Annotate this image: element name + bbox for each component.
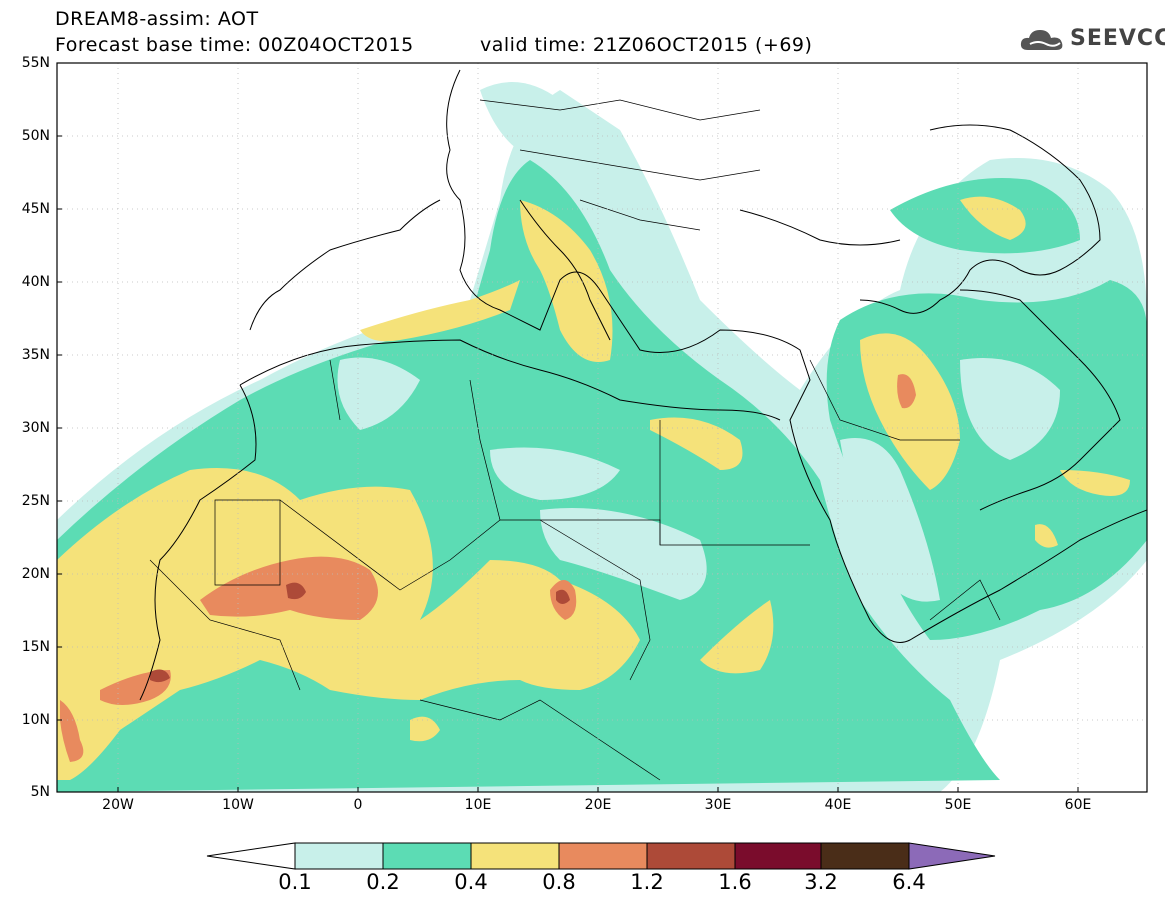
- lat-label: 45N: [21, 201, 50, 217]
- colorbar-label: 0.4: [454, 870, 488, 894]
- lon-label: 10W: [222, 797, 254, 813]
- lon-label: 10E: [464, 797, 492, 813]
- colorbar-bin-2: [382, 842, 472, 870]
- forecast-base-time: Forecast base time: 00Z04OCT2015: [55, 34, 414, 56]
- valid-time: valid time: 21Z06OCT2015 (+69): [480, 34, 813, 56]
- lon-label: 60E: [1064, 797, 1092, 813]
- colorbar-low-arrow: [206, 842, 296, 870]
- colorbar-bin-7: [820, 842, 910, 870]
- axis-ticks: [57, 62, 1079, 792]
- colorbar-bin-3: [470, 842, 560, 870]
- lon-label: 0: [353, 797, 363, 813]
- lon-label: 30E: [704, 797, 732, 813]
- colorbar-high-arrow: [908, 842, 996, 870]
- lon-label: 50E: [944, 797, 972, 813]
- lat-label: 25N: [21, 493, 50, 509]
- colorbar-label: 0.2: [366, 870, 400, 894]
- aot-pockets: [337, 357, 1060, 602]
- colorbar: [206, 842, 996, 870]
- lat-label: 20N: [21, 566, 50, 582]
- gridlines: [57, 63, 1147, 792]
- title-line-1: DREAM8-assim: AOT: [55, 8, 259, 30]
- lon-label: 40E: [824, 797, 852, 813]
- colorbar-bin-4: [558, 842, 648, 870]
- seevccc-logo: SEEVCCC: [1018, 22, 1165, 56]
- lat-label: 50N: [21, 128, 50, 144]
- lon-label: 20E: [584, 797, 612, 813]
- logo-text: SEEVCCC: [1070, 26, 1165, 51]
- colorbar-label: 1.2: [630, 870, 664, 894]
- lat-label: 35N: [21, 347, 50, 363]
- colorbar-bin-5: [646, 842, 736, 870]
- aot-level-1.2: [150, 582, 570, 683]
- aot-level-0.4: [57, 196, 1130, 780]
- colorbar-label: 3.2: [804, 870, 838, 894]
- country-borders: [149, 99, 1001, 781]
- lat-label: 40N: [21, 274, 50, 290]
- lat-label: 10N: [21, 712, 50, 728]
- colorbar-label: 1.6: [718, 870, 752, 894]
- lat-label: 55N: [21, 55, 50, 71]
- lat-label: 15N: [21, 639, 50, 655]
- lat-label: 30N: [21, 420, 50, 436]
- aot-field: [57, 63, 1147, 792]
- colorbar-label: 0.8: [542, 870, 576, 894]
- coastlines: [139, 69, 1147, 701]
- colorbar-bin-1: [294, 842, 384, 870]
- cloud-icon: [1020, 30, 1063, 50]
- lon-label: 20W: [102, 797, 134, 813]
- colorbar-label: 6.4: [892, 870, 926, 894]
- lat-label: 5N: [30, 784, 50, 800]
- colorbar-label: 0.1: [278, 870, 312, 894]
- colorbar-bin-6: [734, 842, 822, 870]
